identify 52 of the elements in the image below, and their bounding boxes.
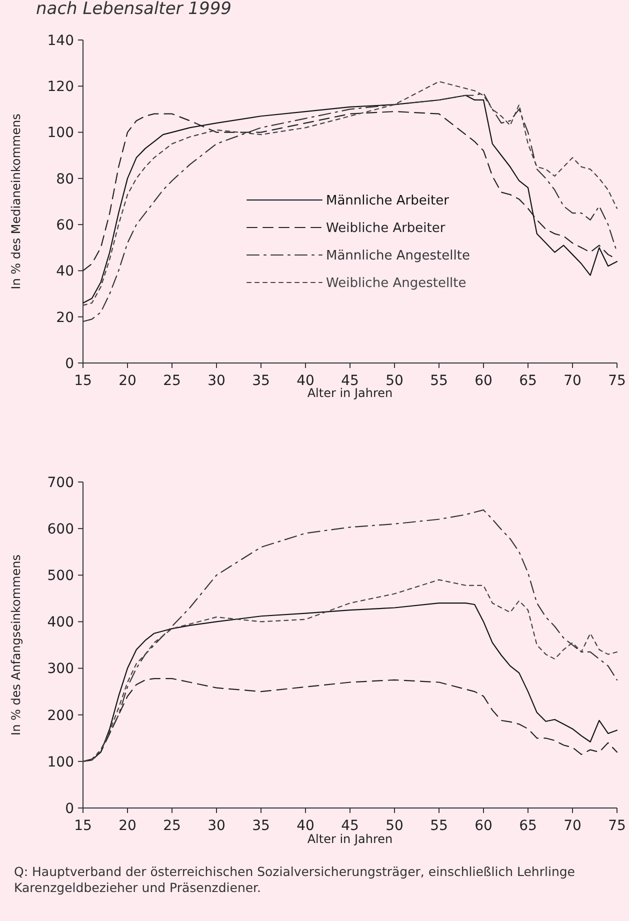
x-tick-label: 45: [341, 373, 359, 389]
y-tick-label: 120: [47, 79, 74, 96]
y-tick-label: 300: [47, 661, 74, 678]
x-tick-label: 70: [564, 373, 582, 389]
x-tick-label: 15: [74, 373, 92, 389]
x-tick-label: 30: [208, 373, 226, 389]
x-tick-label: 20: [118, 818, 136, 834]
x-tick-label: 30: [208, 818, 226, 834]
text: Weibliche Arbeiter: [326, 221, 446, 236]
y-tick-label: 600: [47, 521, 74, 538]
y-tick-label: 700: [47, 474, 74, 491]
y-tick-label: 500: [47, 568, 74, 584]
text: Q: Hauptverband der österreichischen Sozialversicherungsträger, einschließlich Lehrlinge Karenzgeldbezieher und Präsenzdiener.: [14, 864, 576, 895]
x-tick-label: 70: [564, 818, 582, 834]
y-tick-label: 400: [47, 614, 74, 631]
y-tick-label: 0: [65, 356, 74, 372]
y-tick-label: 60: [56, 217, 74, 234]
x-axis-title: Alter in Jahren: [307, 386, 393, 400]
y-tick-label: 200: [47, 708, 74, 724]
x-tick-label: 40: [296, 818, 314, 834]
x-tick-label: 55: [430, 373, 448, 389]
y-tick-label: 80: [56, 171, 74, 188]
x-tick-label: 25: [163, 818, 181, 834]
text: Männliche Angestellte: [326, 248, 470, 264]
x-tick-label: 50: [386, 373, 404, 389]
x-tick-label: 60: [474, 373, 492, 389]
chart-title: nach Lebensalter 1999: [36, 0, 232, 19]
y-tick-label: 100: [47, 125, 74, 142]
text: Weibliche Angestellte: [326, 276, 466, 292]
x-tick-label: 60: [474, 818, 492, 834]
y-tick-label: 40: [56, 264, 74, 280]
y-tick-label: 140: [47, 32, 74, 49]
x-tick-label: 35: [252, 373, 270, 389]
x-tick-label: 75: [608, 818, 626, 834]
x-tick-label: 75: [608, 373, 626, 389]
x-tick-label: 15: [74, 818, 92, 834]
x-tick-label: 35: [252, 818, 270, 834]
y-axis-title: In % des Medianeinkommens: [9, 114, 23, 290]
x-tick-label: 20: [118, 373, 136, 389]
y-axis-title: In % des Anfangseinkommens: [9, 554, 23, 736]
x-tick-label: 65: [519, 818, 537, 834]
y-tick-label: 100: [47, 754, 74, 770]
x-tick-label: 50: [386, 818, 404, 834]
x-tick-label: 45: [341, 818, 359, 834]
x-tick-label: 55: [430, 818, 448, 834]
x-tick-label: 40: [296, 373, 314, 389]
y-tick-label: 20: [56, 310, 74, 326]
y-tick-label: 0: [65, 800, 74, 817]
x-axis-title: Alter in Jahren: [307, 832, 393, 846]
text: Männliche Arbeiter: [326, 194, 450, 209]
x-tick-label: 65: [519, 373, 537, 389]
x-tick-label: 25: [163, 373, 181, 389]
